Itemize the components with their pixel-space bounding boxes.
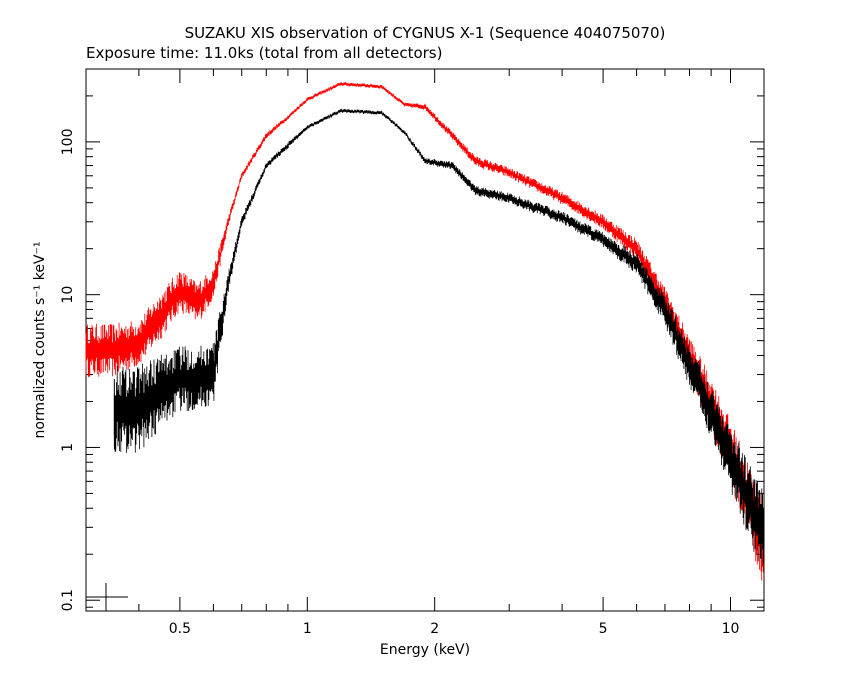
series-1 [113, 108, 765, 579]
chart-title: SUZAKU XIS observation of CYGNUS X-1 (Se… [185, 24, 666, 42]
series-trace [85, 82, 765, 581]
x-tick-label: 1 [303, 621, 312, 637]
y-tick-label: 10 [60, 286, 76, 304]
y-tick-label: 1 [60, 443, 76, 452]
x-tick-label: 2 [430, 621, 439, 637]
x-tick-label: 0.5 [169, 621, 191, 637]
x-axis-label: Energy (keV) [380, 642, 470, 658]
y-tick-label: 100 [60, 129, 76, 156]
axis-ticks: 0.5 1 2 5 10 0.1 1 10 100 [60, 68, 764, 637]
x-tick-label: 10 [722, 621, 740, 637]
series-layer [85, 82, 765, 581]
y-tick-label: 0.1 [60, 589, 76, 611]
plot-frame [85, 68, 765, 612]
y-axis-label: normalized counts s⁻¹ keV⁻¹ [32, 241, 48, 438]
series-0 [85, 82, 765, 581]
chart-subtitle: Exposure time: 11.0ks (total from all de… [86, 44, 442, 62]
x-tick-label: 5 [599, 621, 608, 637]
series-trace [113, 108, 765, 579]
